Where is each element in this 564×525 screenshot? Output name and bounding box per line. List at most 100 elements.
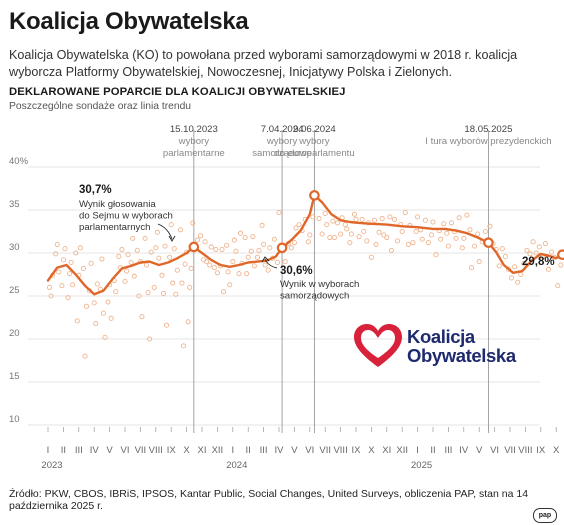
- poll-point: [236, 271, 242, 277]
- trend-marker: [483, 237, 494, 248]
- poll-point: [194, 237, 200, 243]
- x-tick-label: XI: [382, 445, 391, 456]
- poll-point: [402, 210, 408, 216]
- poll-point: [168, 222, 174, 228]
- event-label: parlamentarne: [163, 148, 225, 159]
- poll-point: [331, 234, 337, 241]
- poll-point: [151, 284, 157, 290]
- event-label: wybory: [298, 136, 330, 147]
- poll-point: [430, 219, 436, 225]
- annotation-arrow: [157, 223, 173, 240]
- poll-point: [265, 267, 271, 273]
- x-tick-label: X: [368, 445, 375, 456]
- poll-point: [545, 266, 552, 272]
- logo-wordmark: Koalicja Obywatelska: [407, 327, 516, 365]
- poll-point: [384, 234, 390, 241]
- annotation-arrowhead: [168, 235, 176, 242]
- poll-point: [445, 243, 451, 249]
- poll-point: [211, 265, 217, 271]
- poll-point: [533, 250, 539, 256]
- poll-point: [515, 279, 521, 285]
- poll-point: [371, 217, 378, 223]
- poll-point: [296, 222, 302, 228]
- poll-point: [282, 259, 288, 265]
- poll-point: [334, 220, 341, 226]
- poll-point: [207, 262, 213, 268]
- poll-point: [65, 295, 71, 301]
- poll-point: [91, 300, 97, 306]
- poll-point: [54, 241, 60, 247]
- poll-point: [119, 247, 125, 253]
- event-label: do europarlamentu: [274, 148, 355, 159]
- poll-point: [179, 280, 185, 286]
- poll-point: [448, 220, 455, 226]
- annotation-value: 30,6%: [280, 265, 313, 277]
- poll-point: [256, 247, 262, 253]
- poll-point: [108, 315, 114, 321]
- poll-point: [262, 262, 268, 268]
- poll-point: [536, 244, 542, 250]
- poll-point: [368, 254, 374, 260]
- x-tick-label: VI: [490, 445, 499, 456]
- poll-point: [438, 236, 444, 242]
- x-tick-label: IV: [459, 445, 469, 456]
- event-date: 15.10.2023: [170, 124, 218, 135]
- poll-point: [122, 278, 128, 284]
- x-tick-label: V: [291, 445, 298, 456]
- poll-point: [558, 262, 564, 268]
- poll-point: [100, 310, 106, 316]
- poll-point: [231, 237, 237, 243]
- poll-point: [348, 231, 354, 237]
- poll-point: [227, 282, 233, 288]
- annotation-text: samorządowych: [280, 291, 349, 302]
- poll-point: [405, 241, 411, 247]
- y-tick-label: 25: [9, 285, 20, 296]
- annotation-value: 29,8%: [522, 256, 555, 268]
- x-tick-label: VI: [305, 445, 314, 456]
- poll-point: [376, 229, 382, 235]
- poll-point: [74, 318, 80, 324]
- poll-point: [373, 241, 379, 247]
- chart-subheading: Poszczególne sondaże oraz linia trendu: [9, 101, 192, 112]
- poll-point: [267, 245, 273, 251]
- poll-point: [162, 243, 168, 249]
- poll-point: [433, 252, 439, 258]
- intro-text: Koalicja Obywatelska (KO) to powołana pr…: [9, 48, 518, 79]
- x-tick-label: V: [106, 445, 113, 456]
- poll-point: [167, 254, 173, 260]
- poll-point: [221, 289, 227, 295]
- poll-point: [171, 246, 177, 252]
- poll-point: [148, 249, 154, 255]
- poll-point: [399, 228, 405, 235]
- poll-point: [128, 259, 134, 266]
- poll-point: [305, 239, 311, 245]
- poll-point: [468, 265, 475, 271]
- poll-point: [527, 251, 533, 257]
- poll-point: [316, 216, 322, 222]
- poll-point: [476, 259, 482, 265]
- poll-point: [244, 271, 250, 277]
- x-tick-label: IV: [90, 445, 100, 456]
- trend-marker: [309, 190, 320, 201]
- poll-point: [225, 269, 231, 275]
- poll-point: [94, 281, 100, 287]
- poll-point: [508, 275, 515, 281]
- poll-point: [68, 259, 74, 266]
- poll-point: [364, 238, 370, 244]
- poll-point: [242, 234, 248, 241]
- poll-point: [359, 216, 365, 223]
- y-tick-label: 40%: [9, 156, 29, 167]
- poll-point: [214, 270, 220, 276]
- poll-point: [542, 240, 548, 247]
- x-tick-label: VII: [504, 445, 516, 456]
- poll-point: [188, 265, 194, 272]
- annotation-text: parlamentarnych: [79, 222, 150, 233]
- poll-point: [496, 263, 502, 269]
- x-tick-label: II: [246, 445, 251, 456]
- x-tick-label: III: [75, 445, 83, 456]
- x-tick-label: III: [444, 445, 452, 456]
- x-tick-label: VII: [135, 445, 147, 456]
- x-tick-label: I: [231, 445, 234, 456]
- source-note: Źródło: PKW, CBOS, IBRiS, IPSOS, Kantar …: [9, 488, 529, 512]
- poll-point: [319, 231, 325, 237]
